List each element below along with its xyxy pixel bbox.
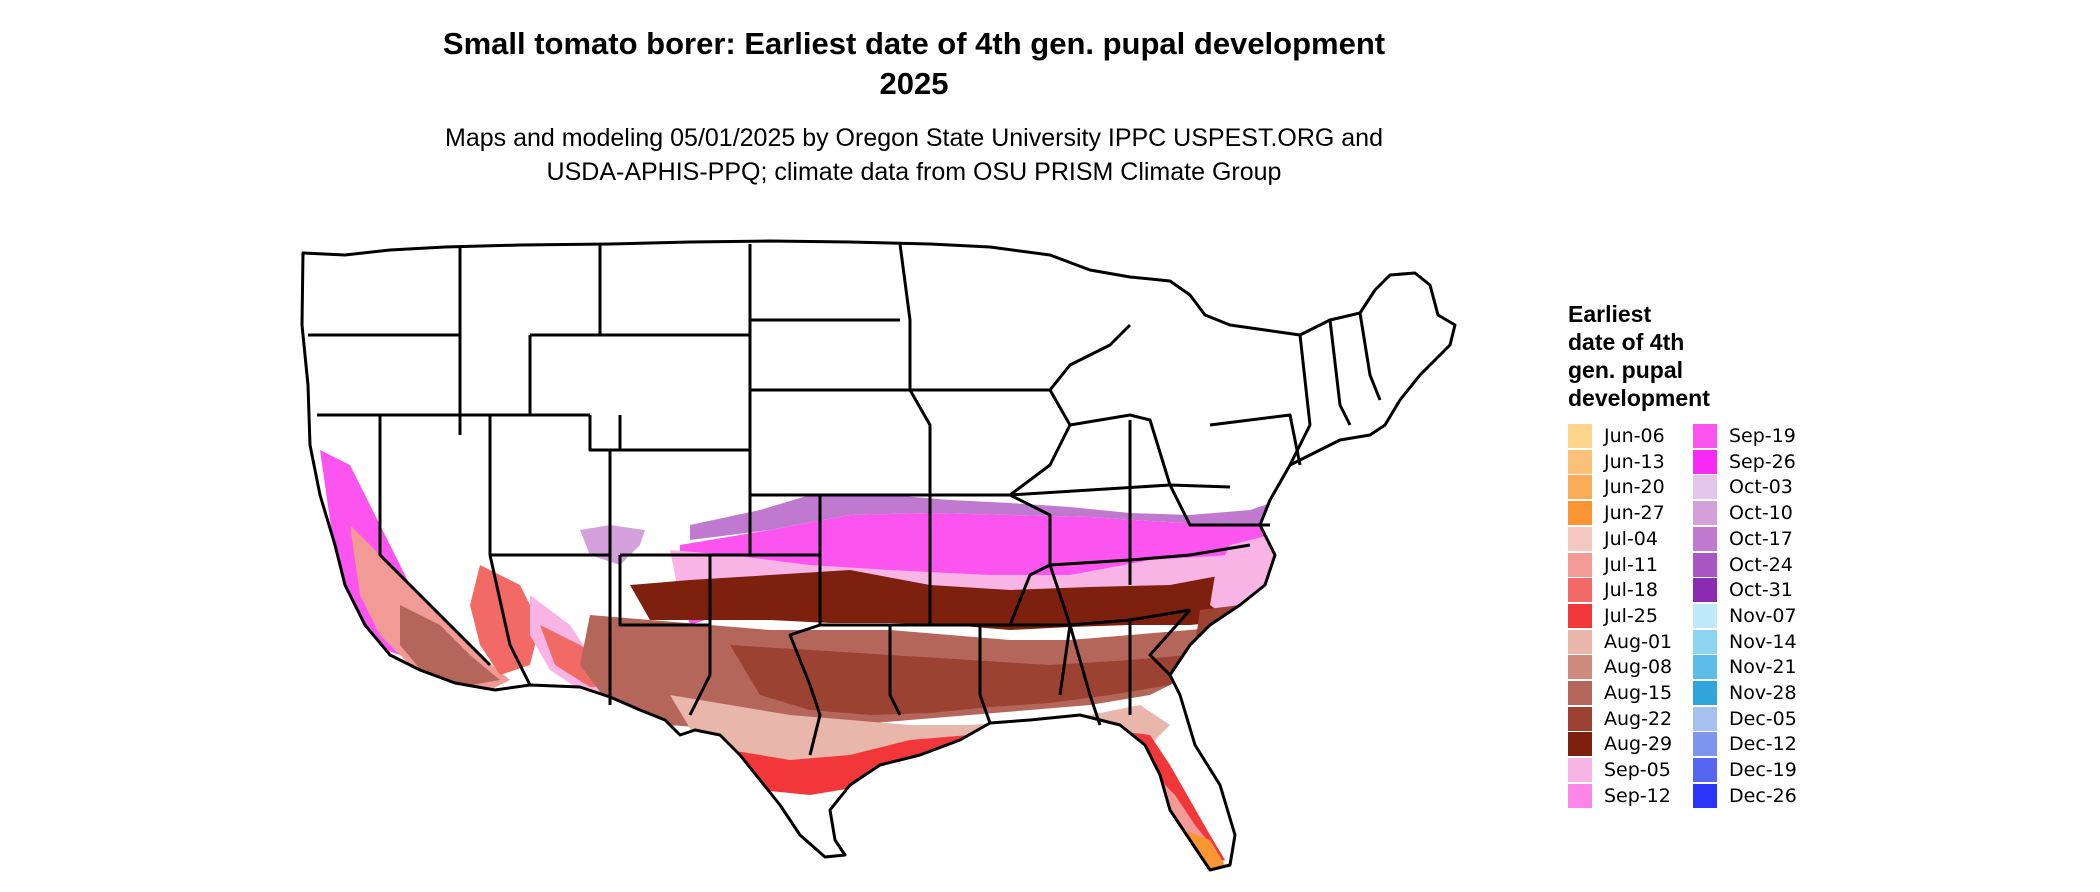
legend-title-line: gen. pupal <box>1568 357 1683 383</box>
legend-swatch <box>1693 681 1717 705</box>
legend-swatch <box>1693 706 1717 731</box>
legend-label: Nov-21 <box>1729 656 1797 679</box>
legend-swatch <box>1693 526 1717 551</box>
legend-label: Sep-12 <box>1604 784 1671 807</box>
legend-swatch <box>1568 603 1592 628</box>
legend-swatch <box>1568 578 1592 603</box>
legend-swatch <box>1568 758 1592 783</box>
legend-swatch <box>1693 783 1717 808</box>
legend-label: Sep-05 <box>1604 759 1671 782</box>
legend-swatch <box>1693 552 1717 577</box>
legend-label: Dec-26 <box>1729 784 1797 807</box>
legend-label: Oct-17 <box>1729 527 1793 550</box>
legend: Earliest date of 4th gen. pupal developm… <box>1568 300 1868 808</box>
legend-swatch <box>1693 758 1717 783</box>
us-map <box>300 239 1457 872</box>
legend-label: Aug-01 <box>1604 630 1673 653</box>
state-borders <box>300 239 1457 872</box>
legend-label: Aug-22 <box>1604 707 1673 730</box>
raster-layer <box>320 450 1295 870</box>
legend-title: Earliest date of 4th gen. pupal developm… <box>1568 300 1868 412</box>
legend-label: Nov-07 <box>1729 604 1797 627</box>
legend-label: Jun-20 <box>1604 476 1665 499</box>
legend-swatch <box>1568 501 1592 526</box>
legend-swatch <box>1568 706 1592 731</box>
subtitle-line-2: USDA-APHIS-PPQ; climate data from OSU PR… <box>546 158 1282 186</box>
legend-label: Nov-14 <box>1729 630 1797 653</box>
legend-label: Nov-28 <box>1729 682 1797 704</box>
legend-swatch <box>1693 732 1717 757</box>
legend-label: Dec-19 <box>1729 759 1797 782</box>
legend-label: Aug-15 <box>1604 682 1673 704</box>
legend-label: Jun-27 <box>1604 502 1665 525</box>
title-line-1: Small tomato borer: Earliest date of 4th… <box>442 26 1386 61</box>
legend-label: Oct-24 <box>1729 553 1793 576</box>
legend-label: Jul-04 <box>1604 527 1658 550</box>
legend-label: Jul-25 <box>1604 604 1658 627</box>
legend-label: Jun-06 <box>1604 425 1665 447</box>
legend-swatch <box>1693 603 1717 628</box>
legend-swatch <box>1568 783 1592 808</box>
legend-label: Jul-11 <box>1604 553 1658 576</box>
legend-swatch <box>1693 449 1717 474</box>
legend-label: Oct-10 <box>1729 502 1793 525</box>
legend-label: Dec-05 <box>1729 707 1797 730</box>
map-title: Small tomato borer: Earliest date of 4th… <box>0 24 1828 104</box>
legend-title-line: development <box>1568 385 1710 411</box>
legend-swatch <box>1693 424 1717 448</box>
legend-swatch <box>1693 629 1717 654</box>
legend-swatch <box>1568 552 1592 577</box>
legend-label: Oct-31 <box>1729 579 1793 602</box>
map-subtitle: Maps and modeling 05/01/2025 by Oregon S… <box>0 121 1828 189</box>
legend-swatch <box>1568 681 1592 705</box>
legend-swatch <box>1693 655 1717 680</box>
legend-label: Aug-29 <box>1604 733 1673 756</box>
legend-swatch <box>1568 526 1592 551</box>
legend-swatch <box>1693 501 1717 526</box>
legend-label: Jul-18 <box>1604 579 1658 602</box>
legend-swatch <box>1568 655 1592 680</box>
legend-swatch <box>1568 475 1592 500</box>
legend-swatch <box>1568 629 1592 654</box>
title-line-2: 2025 <box>879 66 949 101</box>
legend-title-line: date of 4th <box>1568 329 1685 355</box>
legend-swatch <box>1693 475 1717 500</box>
legend-label: Jun-13 <box>1604 450 1665 473</box>
legend-swatch <box>1693 578 1717 603</box>
legend-label: Oct-03 <box>1729 476 1793 499</box>
legend-label: Aug-08 <box>1604 656 1673 679</box>
legend-swatch <box>1568 424 1592 448</box>
legend-label: Dec-12 <box>1729 733 1797 756</box>
legend-label: Sep-26 <box>1729 450 1796 473</box>
legend-swatch <box>1568 449 1592 474</box>
legend-swatch <box>1568 732 1592 757</box>
legend-label: Sep-19 <box>1729 425 1796 447</box>
legend-title-line: Earliest <box>1568 301 1652 327</box>
subtitle-line-1: Maps and modeling 05/01/2025 by Oregon S… <box>445 124 1383 152</box>
